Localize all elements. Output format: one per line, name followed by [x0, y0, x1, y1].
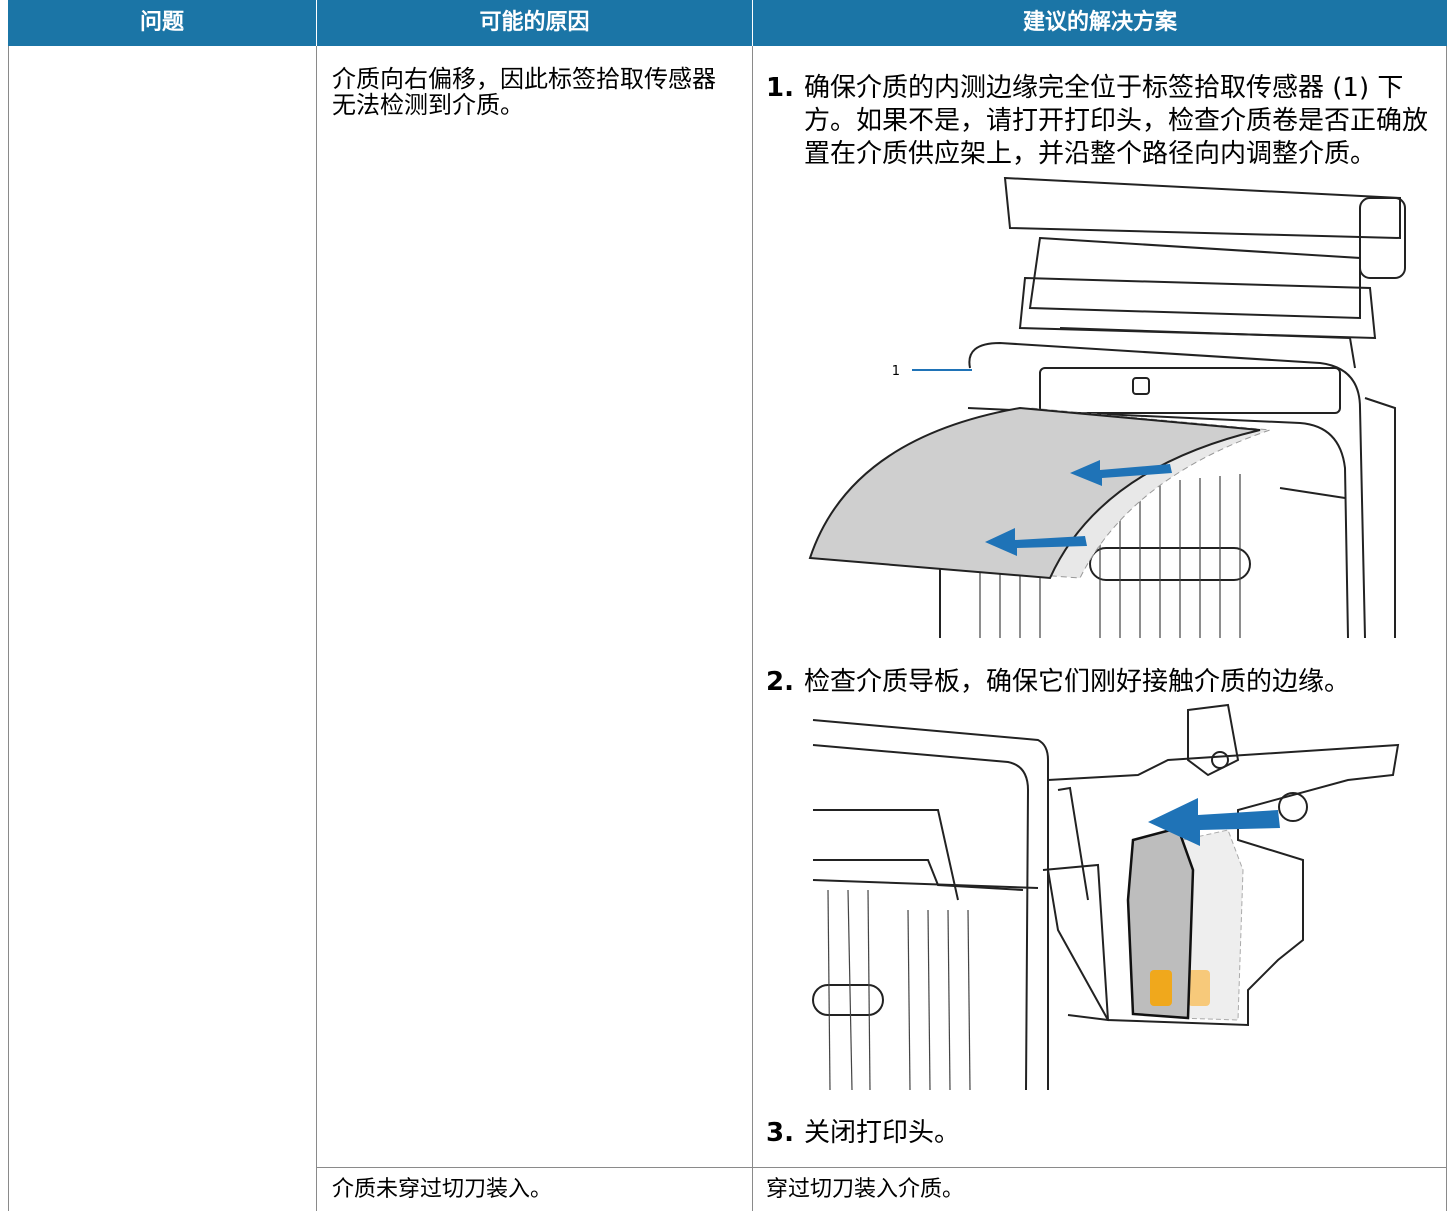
step: 2. 检查介质导板，确保它们刚好接触介质的边缘。	[766, 666, 1436, 699]
cause-text: 介质向右偏移，因此标签拾取传感器无法检测到介质。	[332, 65, 716, 119]
step-number: 1.	[766, 73, 794, 103]
border	[316, 1167, 1447, 1168]
header-cell: 建议的解决方案	[753, 0, 1447, 46]
cause-text: 介质未穿过切刀装入。	[332, 1177, 553, 1202]
step: 1. 确保介质的内测边缘完全位于标签拾取传感器 (1) 下方。如果不是，请打开打…	[766, 72, 1436, 171]
step-text: 关闭打印头。	[804, 1118, 961, 1148]
header-cell: 可能的原因	[317, 0, 752, 46]
header-cell: 问题	[8, 0, 316, 46]
step-number: 2.	[766, 667, 794, 697]
illustration-guides	[812, 703, 1400, 1091]
border	[752, 46, 753, 1211]
illustration-sensor: 1	[808, 176, 1406, 639]
border	[316, 46, 317, 1211]
step-number: 3.	[766, 1118, 794, 1148]
step-text: 确保介质的内测边缘完全位于标签拾取传感器 (1) 下方。如果不是，请打开打印头，…	[804, 73, 1429, 169]
solution-text: 穿过切刀装入介质。	[766, 1177, 965, 1202]
border	[8, 46, 9, 1211]
border	[1446, 46, 1447, 1211]
step-text: 检查介质导板，确保它们刚好接触介质的边缘。	[804, 667, 1351, 697]
callout-label: 1	[892, 364, 900, 379]
step: 3. 关闭打印头。	[766, 1117, 1436, 1150]
